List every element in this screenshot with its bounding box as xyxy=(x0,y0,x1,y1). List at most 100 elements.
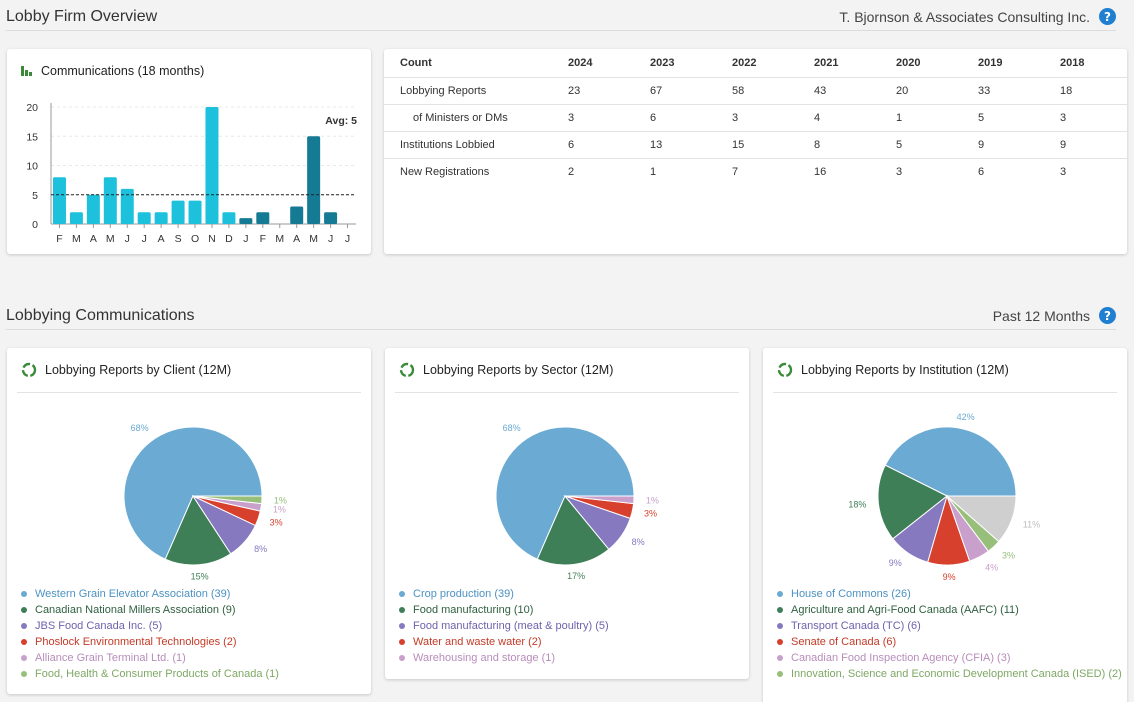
help-icon[interactable]: ? xyxy=(1099,307,1116,324)
table-header: 2024 xyxy=(568,56,593,69)
pie-slice[interactable] xyxy=(884,426,1017,497)
legend-label: Canadian Food Inspection Agency (CFIA) (… xyxy=(791,652,1011,664)
legend-item[interactable]: Canadian National Millers Association (9… xyxy=(19,602,279,618)
legend-item[interactable]: Canadian Food Inspection Agency (CFIA) (… xyxy=(775,650,1122,666)
legend-item[interactable]: Agriculture and Agri-Food Canada (AAFC) … xyxy=(775,602,1122,618)
bar[interactable] xyxy=(86,194,100,224)
legend-dot xyxy=(777,607,783,613)
y-tick-label: 5 xyxy=(32,190,38,202)
legend-label: Phoslock Environmental Technologies (2) xyxy=(35,636,237,648)
pie-pct-label: 8% xyxy=(254,544,267,554)
stats-table-card: Count 2024 2023 2022 2021 2020 2019 2018 Lobbyi… xyxy=(384,49,1127,254)
legend-dot xyxy=(777,591,783,597)
table-cell: 6 xyxy=(552,130,634,158)
legend-label: Food manufacturing (10) xyxy=(413,604,534,616)
legend-label: Senate of Canada (6) xyxy=(791,636,897,648)
firm-name: T. Bjornson & Associates Consulting Inc. xyxy=(839,8,1090,25)
legend-label: Transport Canada (TC) (6) xyxy=(791,620,921,632)
help-icon[interactable]: ? xyxy=(1099,8,1116,25)
bar-chart-icon xyxy=(21,66,33,76)
bar[interactable] xyxy=(103,177,117,224)
legend-item[interactable]: Transport Canada (TC) (6) xyxy=(775,618,1122,634)
bar[interactable] xyxy=(290,206,304,224)
bar[interactable] xyxy=(307,136,321,224)
legend-item[interactable]: Water and waste water (2) xyxy=(397,634,609,650)
table-cell: 33 xyxy=(962,76,1044,104)
bar[interactable] xyxy=(137,212,151,224)
table-header: 2023 xyxy=(650,56,675,69)
x-tick-label: M xyxy=(72,233,81,245)
pie-pct-label: 3% xyxy=(270,517,283,527)
legend-dot xyxy=(777,623,783,629)
pie-title: Lobbying Reports by Institution (12M) xyxy=(801,363,1009,377)
y-tick-label: 0 xyxy=(32,219,38,231)
pie-slice[interactable] xyxy=(164,494,232,566)
bar[interactable] xyxy=(171,200,185,224)
legend-label: Food, Health & Consumer Products of Cana… xyxy=(35,668,279,680)
pie-pct-label: 68% xyxy=(131,423,149,433)
bar[interactable] xyxy=(256,212,270,224)
legend-item[interactable]: Crop production (39) xyxy=(397,586,609,602)
x-tick-label: A xyxy=(158,233,165,245)
x-tick-label: F xyxy=(56,233,62,245)
table-cell: of Ministers or DMs xyxy=(384,103,552,131)
bar[interactable] xyxy=(222,212,236,224)
legend-label: Alliance Grain Terminal Ltd. (1) xyxy=(35,652,186,664)
table-cell: 58 xyxy=(716,76,798,104)
legend-item[interactable]: Innovation, Science and Economic Develop… xyxy=(775,666,1122,682)
bar[interactable] xyxy=(52,177,66,224)
legend-item[interactable]: House of Commons (26) xyxy=(775,586,1122,602)
legend-item[interactable]: Food manufacturing (meat & poultry) (5) xyxy=(397,618,609,634)
legend-item[interactable]: Senate of Canada (6) xyxy=(775,634,1122,650)
x-tick-label: J xyxy=(243,233,248,245)
communications-chart-card: Communications (18 months) Avg: 5 0 5 10 15… xyxy=(7,49,371,254)
legend-dot xyxy=(21,623,27,629)
pie-pct-label: 1% xyxy=(274,495,287,505)
y-tick-label: 20 xyxy=(26,102,38,114)
bar[interactable] xyxy=(120,188,134,224)
overview-header: Lobby Firm Overview T. Bjornson & Associ… xyxy=(6,3,1116,31)
legend-label: JBS Food Canada Inc. (5) xyxy=(35,620,163,632)
bar[interactable] xyxy=(154,212,168,224)
bar[interactable] xyxy=(188,200,202,224)
legend-label: Agriculture and Agri-Food Canada (AAFC) … xyxy=(791,604,1019,616)
bar[interactable] xyxy=(69,212,83,224)
y-tick-label: 10 xyxy=(26,161,38,173)
pie-slice[interactable] xyxy=(877,464,948,540)
pie-slice[interactable] xyxy=(192,495,263,505)
bar[interactable] xyxy=(324,212,338,224)
pie-slice[interactable] xyxy=(564,495,635,505)
sector-pie-card: Lobbying Reports by Sector (12M) 68% 17% 8%… xyxy=(385,348,749,679)
pie-pct-label: 9% xyxy=(889,558,902,568)
legend-item[interactable]: Western Grain Elevator Association (39) xyxy=(19,586,279,602)
table-cell: 18 xyxy=(1044,76,1127,104)
table-cell: 1 xyxy=(634,157,716,185)
bar[interactable] xyxy=(205,107,219,224)
legend-item[interactable]: Food, Health & Consumer Products of Cana… xyxy=(19,666,279,682)
legend-item[interactable]: Phoslock Environmental Technologies (2) xyxy=(19,634,279,650)
pie-pct-label: 3% xyxy=(1002,550,1015,560)
pie-slice[interactable] xyxy=(495,426,635,560)
legend-dot xyxy=(399,607,405,613)
legend-item[interactable]: JBS Food Canada Inc. (5) xyxy=(19,618,279,634)
table-cell: 6 xyxy=(634,103,716,131)
table-header: Count xyxy=(400,56,432,69)
legend-label: Western Grain Elevator Association (39) xyxy=(35,588,231,600)
table-cell: Lobbying Reports xyxy=(384,76,552,104)
legend-item[interactable]: Warehousing and storage (1) xyxy=(397,650,609,666)
pie-slice[interactable] xyxy=(123,426,263,560)
table-cell: 15 xyxy=(716,130,798,158)
stats-table: Count 2024 2023 2022 2021 2020 2019 2018 Lobbyi… xyxy=(384,49,1127,185)
pie-legend: Western Grain Elevator Association (39) C… xyxy=(19,586,279,682)
pie-legend: Crop production (39) Food manufacturing (… xyxy=(397,586,609,666)
chart-title: Communications (18 months) xyxy=(41,64,205,78)
pie-slice[interactable] xyxy=(945,495,1017,543)
legend-item[interactable]: Alliance Grain Terminal Ltd. (1) xyxy=(19,650,279,666)
bar[interactable] xyxy=(239,218,253,224)
pie-title: Lobbying Reports by Sector (12M) xyxy=(423,363,614,377)
legend-item[interactable]: Food manufacturing (10) xyxy=(397,602,609,618)
pie-slice[interactable] xyxy=(536,495,610,566)
pie-title: Lobbying Reports by Client (12M) xyxy=(45,363,232,377)
x-tick-label: M xyxy=(275,233,284,245)
table-header: 2021 xyxy=(814,56,839,69)
